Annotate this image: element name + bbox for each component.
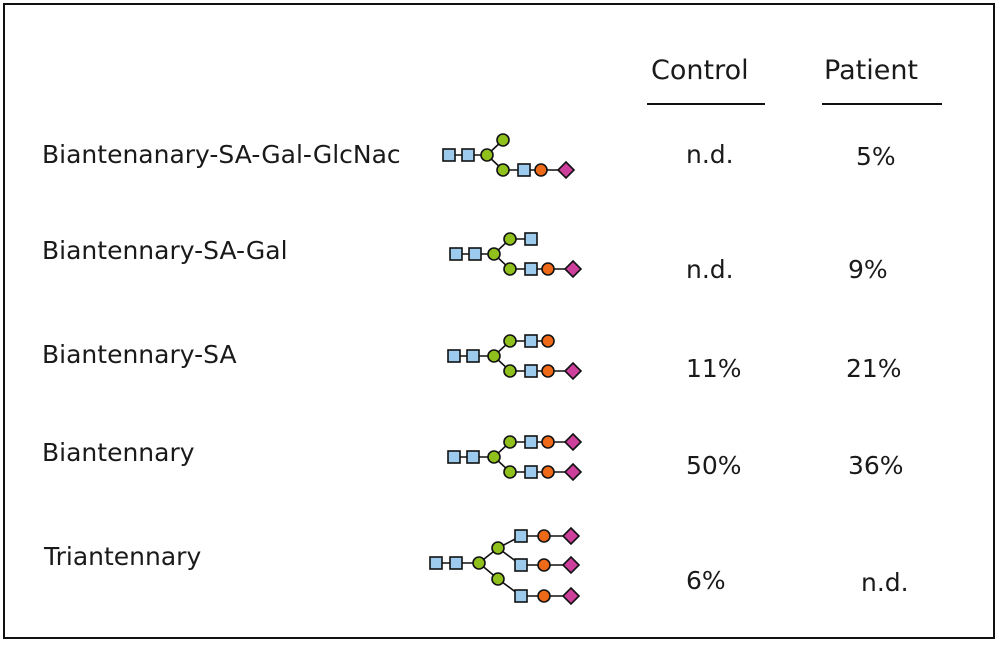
row-5-name: Triantennary [44, 542, 202, 571]
sialic-acid-diamond-icon [561, 555, 581, 575]
glcnac-square-icon [449, 247, 463, 261]
glycan-biantennary-sa-gal-glcnac [442, 133, 576, 180]
glcnac-square-icon [524, 262, 538, 276]
galactose-circle-icon [541, 334, 555, 348]
mannose-circle-icon [491, 572, 505, 586]
mannose-circle-icon [487, 349, 501, 363]
row-4-patient-value: 36% [848, 451, 904, 480]
glcnac-square-icon [466, 450, 480, 464]
galactose-circle-icon [537, 589, 551, 603]
glcnac-square-icon [449, 556, 463, 570]
mannose-circle-icon [503, 364, 517, 378]
glycan-biantennary-sa [447, 334, 583, 381]
sialic-acid-diamond-icon [561, 586, 581, 606]
glcnac-square-icon [524, 465, 538, 479]
mannose-circle-icon [496, 133, 510, 147]
row-3-patient-value: 21% [846, 354, 902, 383]
mannose-circle-icon [487, 450, 501, 464]
glcnac-square-icon [517, 163, 531, 177]
galactose-circle-icon [541, 465, 555, 479]
sialic-acid-diamond-icon [563, 259, 583, 279]
glycan-biantennary [447, 432, 583, 482]
sialic-acid-diamond-icon [563, 432, 583, 452]
glycan-biantennary-sa-gal [449, 232, 583, 279]
glcnac-square-icon [524, 334, 538, 348]
galactose-circle-icon [537, 529, 551, 543]
patient-header: Patient [824, 55, 919, 86]
row-2-patient-value: 9% [848, 255, 888, 284]
glcnac-square-icon [514, 529, 528, 543]
row-3-name: Biantennary-SA [42, 340, 237, 369]
galactose-circle-icon [541, 364, 555, 378]
patient-header-rule [822, 103, 942, 105]
glcnac-square-icon [447, 349, 461, 363]
galactose-circle-icon [541, 262, 555, 276]
mannose-circle-icon [503, 334, 517, 348]
glcnac-square-icon [429, 556, 443, 570]
row-3-control-value: 11% [686, 354, 742, 383]
mannose-circle-icon [496, 163, 510, 177]
mannose-circle-icon [487, 247, 501, 261]
mannose-circle-icon [503, 435, 517, 449]
row-1-name: Biantenanary-SA-Gal-GlcNac [42, 140, 401, 169]
row-4-control-value: 50% [686, 451, 742, 480]
row-4-name: Biantennary [42, 438, 195, 467]
control-header: Control [651, 55, 749, 86]
mannose-circle-icon [472, 556, 486, 570]
mannose-circle-icon [503, 232, 517, 246]
row-2-control-value: n.d. [686, 255, 734, 284]
mannose-circle-icon [503, 262, 517, 276]
glcnac-square-icon [466, 349, 480, 363]
row-1-patient-value: 5% [856, 142, 896, 171]
row-2-name: Biantennary-SA-Gal [42, 236, 288, 265]
glcnac-square-icon [524, 364, 538, 378]
glcnac-square-icon [524, 232, 538, 246]
glcnac-square-icon [524, 435, 538, 449]
mannose-circle-icon [503, 465, 517, 479]
glcnac-square-icon [468, 247, 482, 261]
glcnac-square-icon [514, 558, 528, 572]
mannose-circle-icon [491, 541, 505, 555]
glycan-triantennary [429, 526, 581, 606]
glcnac-square-icon [447, 450, 461, 464]
sialic-acid-diamond-icon [563, 361, 583, 381]
row-1-control-value: n.d. [686, 140, 734, 169]
row-5-control-value: 6% [686, 566, 726, 595]
glcnac-square-icon [461, 148, 475, 162]
mannose-circle-icon [480, 148, 494, 162]
glcnac-square-icon [442, 148, 456, 162]
galactose-circle-icon [537, 558, 551, 572]
control-header-rule [647, 103, 765, 105]
galactose-circle-icon [541, 435, 555, 449]
sialic-acid-diamond-icon [556, 160, 576, 180]
galactose-circle-icon [534, 163, 548, 177]
sialic-acid-diamond-icon [561, 526, 581, 546]
sialic-acid-diamond-icon [563, 462, 583, 482]
glcnac-square-icon [514, 589, 528, 603]
table-frame [3, 3, 995, 639]
row-5-patient-value: n.d. [861, 568, 909, 597]
